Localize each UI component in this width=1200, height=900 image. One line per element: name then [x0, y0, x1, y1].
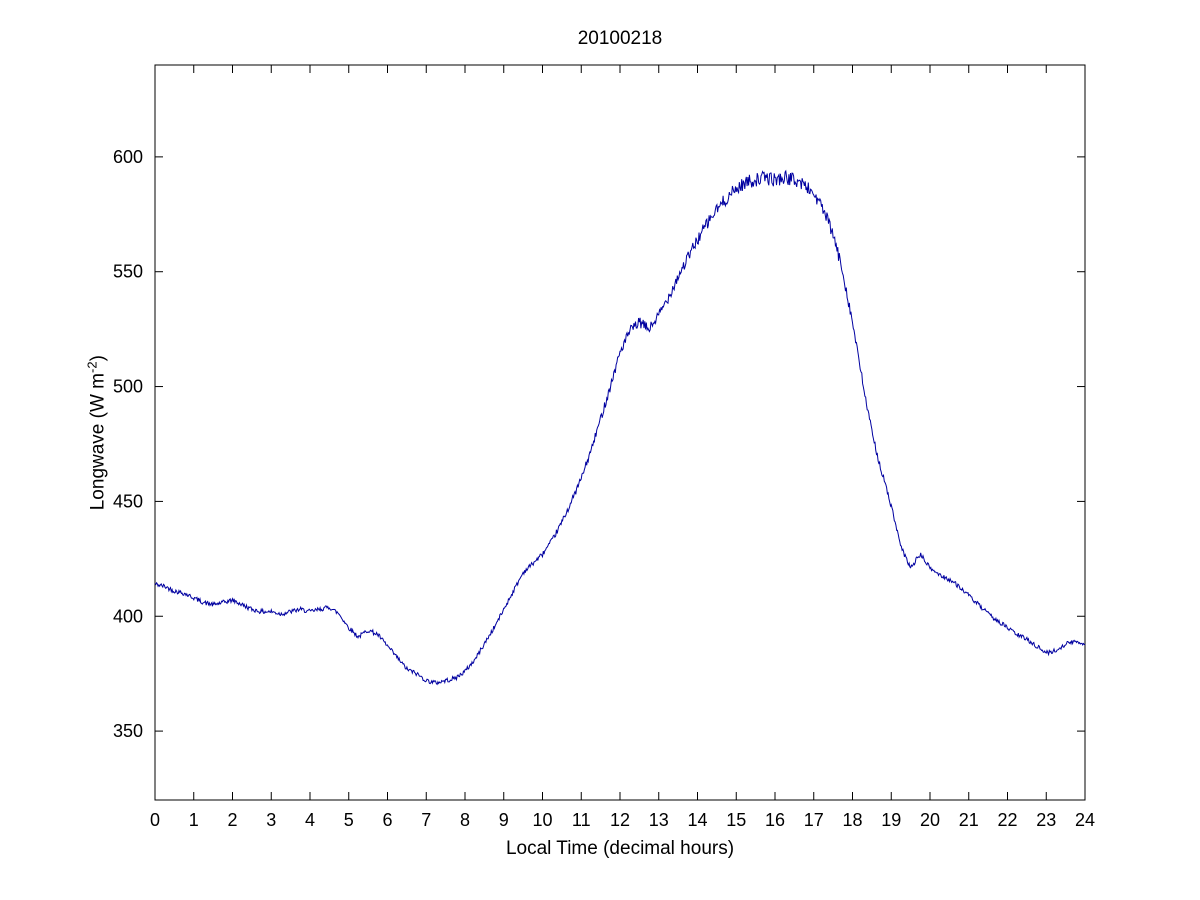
x-tick-label: 8 — [460, 810, 470, 830]
y-tick-label: 450 — [113, 491, 143, 511]
y-axis-label-suffix: ) — [87, 355, 109, 362]
y-axis-label-superscript: -2 — [84, 361, 100, 373]
x-tick-label: 14 — [687, 810, 707, 830]
x-tick-label: 22 — [997, 810, 1017, 830]
x-tick-label: 12 — [610, 810, 630, 830]
x-tick-label: 20 — [920, 810, 940, 830]
x-tick-label: 13 — [649, 810, 669, 830]
x-tick-label: 4 — [305, 810, 315, 830]
x-tick-label: 2 — [227, 810, 237, 830]
chart-title: 20100218 — [577, 28, 663, 49]
x-tick-label: 5 — [344, 810, 354, 830]
x-tick-label: 7 — [421, 810, 431, 830]
x-tick-label: 1 — [189, 810, 199, 830]
y-axis-label: Longwave (W m-2) — [84, 283, 109, 583]
y-axis-label-text: Longwave (W m — [87, 372, 109, 511]
x-tick-label: 9 — [499, 810, 509, 830]
x-tick-label: 23 — [1036, 810, 1056, 830]
x-axis-label: Local Time (decimal hours) — [505, 838, 735, 859]
x-tick-label: 6 — [382, 810, 392, 830]
y-tick-label: 400 — [113, 606, 143, 626]
y-tick-label: 550 — [113, 262, 143, 282]
x-tick-label: 16 — [765, 810, 785, 830]
x-tick-label: 21 — [959, 810, 979, 830]
y-tick-label: 350 — [113, 721, 143, 741]
y-tick-label: 500 — [113, 377, 143, 397]
x-tick-label: 17 — [804, 810, 824, 830]
x-tick-label: 0 — [150, 810, 160, 830]
x-tick-label: 11 — [572, 810, 591, 830]
x-tick-label: 15 — [726, 810, 746, 830]
y-tick-label: 600 — [113, 147, 143, 167]
x-tick-label: 19 — [881, 810, 901, 830]
x-tick-label: 18 — [842, 810, 862, 830]
axes-box — [154, 64, 1086, 801]
x-tick-label: 10 — [532, 810, 552, 830]
x-tick-label: 3 — [266, 810, 276, 830]
longwave-series-line — [154, 169, 1086, 686]
x-tick-label: 24 — [1075, 810, 1095, 830]
